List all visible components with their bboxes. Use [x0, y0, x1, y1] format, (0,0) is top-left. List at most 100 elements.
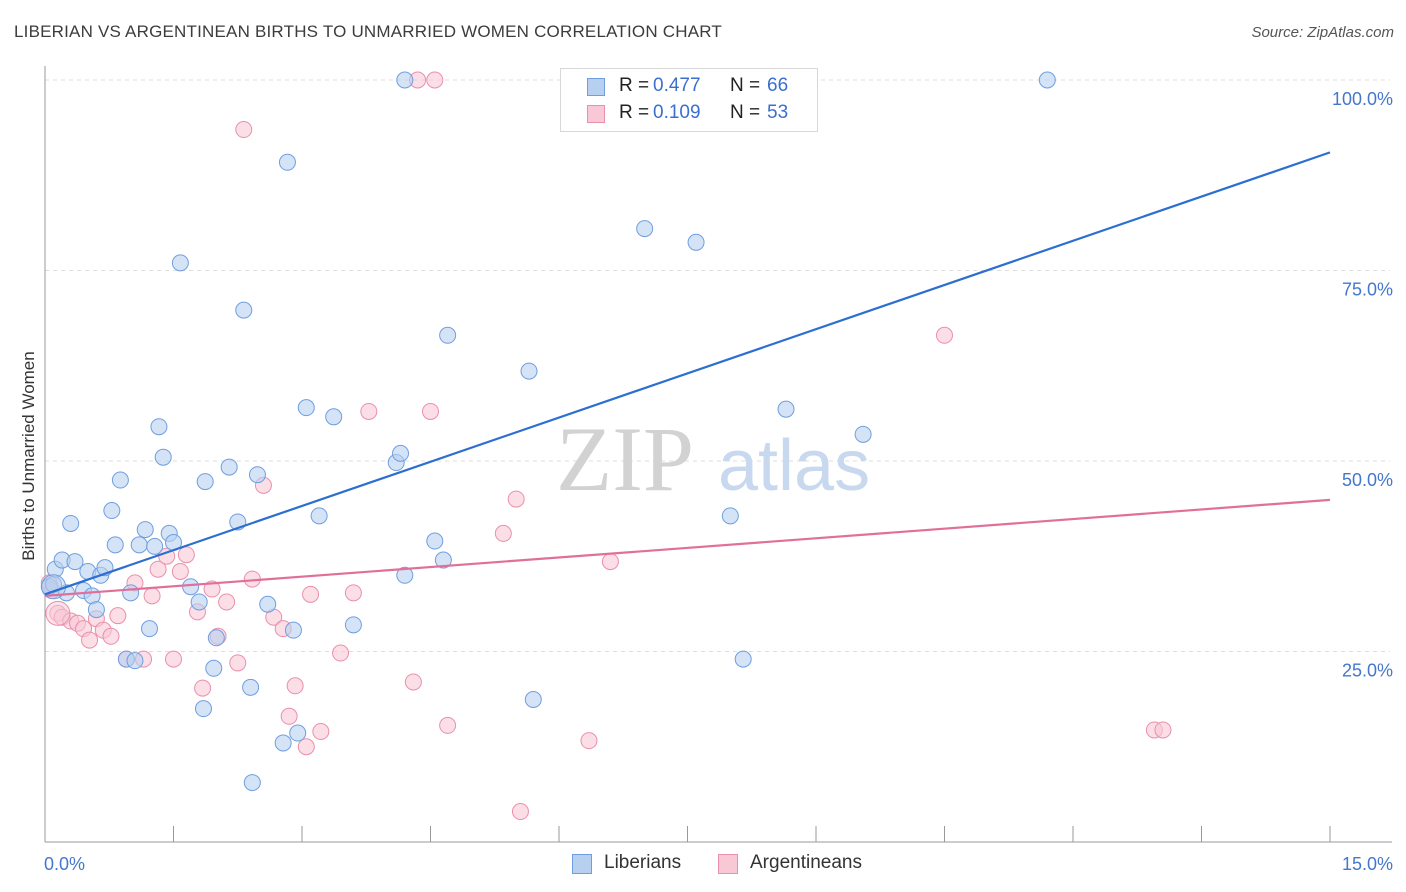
y-tick-label: 50.0%	[1342, 470, 1393, 490]
argentinean-point	[194, 679, 212, 697]
liberian-point	[734, 650, 752, 668]
liberian-point	[289, 724, 307, 742]
liberian-point	[243, 774, 261, 792]
argentinean-point	[218, 593, 236, 611]
chart-title: LIBERIAN VS ARGENTINEAN BIRTHS TO UNMARR…	[14, 22, 722, 41]
argentinean-point	[332, 644, 350, 662]
r-value: 0.109	[653, 102, 701, 123]
argentinean-point	[165, 650, 182, 668]
liberian-point	[392, 444, 410, 462]
liberian-point	[146, 537, 164, 555]
liberian-point	[66, 553, 84, 571]
argentineans-legend-label: Argentineans	[750, 852, 862, 873]
liberian-point	[1038, 71, 1056, 89]
argentinean-point	[171, 562, 189, 580]
argentinean-point	[102, 627, 120, 645]
liberian-point	[259, 595, 277, 613]
liberian-point	[439, 326, 457, 344]
liberian-point	[520, 362, 538, 380]
liberian-point	[721, 507, 739, 525]
argentinean-point	[203, 580, 221, 598]
argentinean-point	[235, 121, 253, 139]
liberian-point	[106, 536, 124, 554]
r-label: R =	[619, 75, 650, 96]
grid-lines	[45, 79, 1390, 652]
liberian-point	[248, 466, 266, 484]
liberian-point	[111, 471, 129, 489]
correlation-legend: R = 0.477 N = 66 R = 0.109 N = 53	[560, 68, 818, 132]
y-tick-label: 25.0%	[1342, 661, 1393, 681]
liberian-point	[103, 502, 121, 520]
liberian-point	[182, 578, 200, 596]
argentinean-point	[302, 585, 320, 603]
argentinean-point	[601, 553, 619, 571]
liberians-legend-label: Liberians	[604, 852, 682, 873]
liberian-point	[274, 734, 292, 752]
argentinean-point	[936, 326, 953, 344]
argentinean-point	[149, 560, 167, 578]
argentinean-point	[404, 673, 422, 691]
n-label: N =	[730, 102, 761, 123]
argentinean-point	[439, 716, 457, 734]
liberian-point	[141, 620, 159, 638]
liberian-point	[396, 566, 414, 584]
argentinean-point	[494, 524, 512, 542]
liberian-point	[87, 601, 105, 619]
liberian-point	[190, 593, 208, 611]
liberian-point	[278, 153, 296, 171]
argentinean-point	[81, 631, 99, 649]
liberians-swatch	[587, 78, 605, 96]
liberian-point	[122, 584, 140, 602]
argentinean-point	[109, 607, 127, 625]
watermark: ZIP atlas	[556, 408, 870, 510]
liberian-point	[426, 532, 444, 550]
argentinean-point	[580, 732, 598, 750]
liberian-point	[154, 448, 172, 466]
x-tick-label: 0.0%	[44, 854, 85, 874]
liberian-point	[310, 507, 328, 525]
liberian-point	[396, 71, 414, 89]
argentinean-point	[229, 654, 247, 672]
argentinean-point	[286, 677, 304, 695]
watermark-zip: ZIP	[556, 408, 694, 510]
n-value: 66	[767, 75, 789, 96]
liberian-point	[434, 551, 452, 569]
liberian-point	[130, 536, 148, 554]
argentinean-point	[360, 402, 378, 420]
argentinean-point	[280, 707, 298, 725]
y-axis-title: Births to Unmarried Women	[19, 351, 38, 560]
liberian-point	[150, 418, 168, 436]
watermark-atlas: atlas	[718, 426, 870, 506]
liberian-point	[62, 514, 80, 532]
r-value: 0.477	[653, 75, 701, 96]
y-tick-label: 100.0%	[1332, 89, 1393, 109]
n-label: N =	[730, 75, 761, 96]
argentinean-point	[426, 71, 444, 89]
liberian-point	[297, 399, 315, 417]
argentinean-point	[143, 587, 161, 605]
argentinean-point	[422, 402, 439, 420]
trend-lines	[44, 151, 1331, 597]
argentineans-trend-line	[44, 498, 1331, 597]
liberian-point	[325, 408, 343, 426]
argentineans-swatch	[587, 105, 605, 123]
liberians-points	[40, 71, 1056, 792]
liberian-point	[136, 521, 154, 539]
liberian-point	[777, 400, 795, 418]
argentinean-point	[177, 546, 195, 564]
argentinean-point	[312, 723, 330, 741]
liberian-point	[854, 425, 872, 443]
liberian-point	[235, 301, 253, 319]
argentinean-point	[297, 738, 315, 756]
argentinean-point	[1154, 721, 1172, 739]
liberian-point	[194, 700, 212, 718]
liberian-point	[636, 220, 654, 238]
r-label: R =	[619, 102, 650, 123]
liberian-point	[344, 616, 362, 634]
liberian-point	[126, 652, 144, 670]
argentinean-point	[511, 803, 529, 821]
source-label: Source: ZipAtlas.com	[1251, 24, 1394, 41]
n-value: 53	[767, 102, 789, 123]
liberians-trend-line	[44, 151, 1331, 596]
